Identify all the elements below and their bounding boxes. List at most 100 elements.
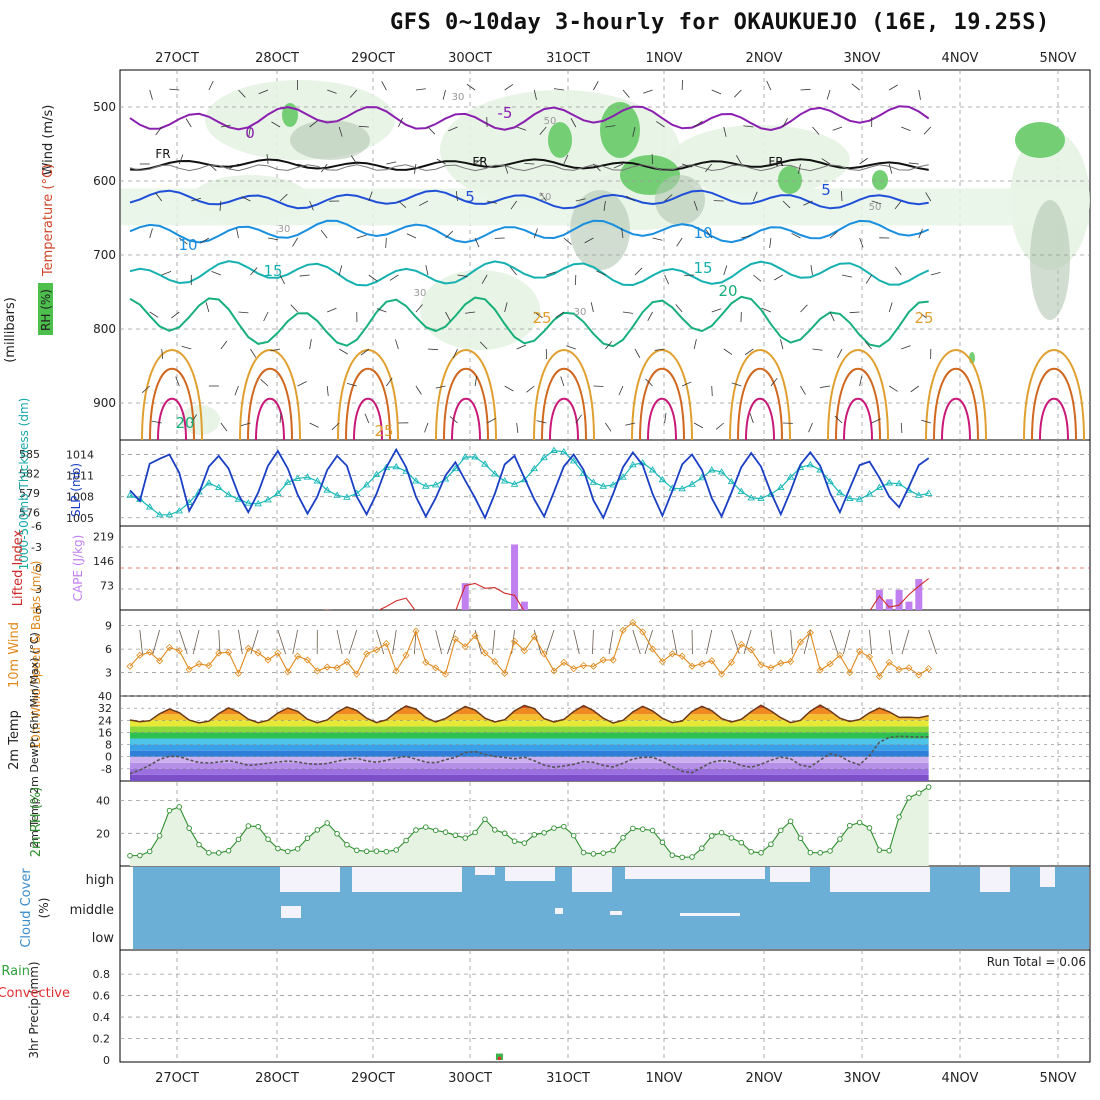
thickness-marker bbox=[727, 477, 736, 485]
wind-barb-10m bbox=[336, 629, 343, 655]
wind-barb bbox=[632, 126, 636, 137]
wind-speed-marker bbox=[826, 660, 834, 668]
rh-line bbox=[129, 786, 929, 858]
wind-barb bbox=[338, 126, 343, 137]
wind-barb bbox=[427, 126, 436, 135]
wind-barb bbox=[840, 190, 843, 202]
cloud-row-label: low bbox=[92, 931, 115, 946]
wind-barb bbox=[675, 304, 683, 313]
rh-legend-swatch bbox=[38, 283, 53, 335]
rh-marker bbox=[817, 850, 823, 856]
wind-barb bbox=[743, 125, 754, 128]
temp-band bbox=[130, 756, 929, 763]
rh-marker bbox=[630, 825, 636, 832]
wind-barb-10m bbox=[238, 629, 243, 655]
rh-marker bbox=[728, 835, 735, 841]
thickness-marker bbox=[214, 483, 223, 490]
li-tick-label: 3 bbox=[35, 583, 42, 596]
boundary-layer-contour bbox=[639, 367, 685, 441]
dewpoint-line bbox=[129, 735, 929, 775]
wind-barb-10m bbox=[888, 629, 893, 655]
wind-barb bbox=[368, 191, 373, 202]
x-tick-label-top: 2NOV bbox=[746, 51, 783, 66]
thickness-marker bbox=[776, 483, 785, 490]
wind-barb bbox=[711, 385, 713, 397]
wind-barb bbox=[810, 265, 813, 276]
wind-speed-marker bbox=[579, 661, 588, 670]
precip-convective-label: Convective bbox=[0, 986, 70, 1001]
wind-barb bbox=[349, 89, 358, 98]
wind-barb bbox=[735, 155, 742, 165]
isotherm-20 bbox=[129, 295, 929, 348]
boundary-layer-contour bbox=[843, 397, 873, 441]
wind-barb bbox=[901, 345, 911, 350]
wind-barb bbox=[427, 348, 438, 351]
temp-tick-label: -8 bbox=[101, 763, 112, 776]
wind-barb bbox=[415, 385, 422, 395]
contour-label: -5 bbox=[498, 104, 513, 122]
wind-barb bbox=[504, 302, 508, 313]
pressure-axis-label-spaced: (millibars) bbox=[55, 329, 56, 330]
panel-frame-wind bbox=[119, 609, 1091, 697]
wind-barb bbox=[466, 83, 476, 91]
wind-speed-marker bbox=[718, 670, 726, 678]
wind-barb-10m bbox=[743, 629, 752, 655]
rh-marker bbox=[649, 827, 656, 834]
wind-barb bbox=[664, 413, 667, 424]
thickness-marker bbox=[530, 464, 539, 472]
wind-barb bbox=[279, 274, 285, 285]
contour-label: 0 bbox=[245, 124, 255, 142]
wind-barb bbox=[584, 237, 594, 244]
rh-tick-label: 40 bbox=[96, 795, 110, 808]
thickness-marker bbox=[609, 481, 617, 488]
wind-barb bbox=[297, 163, 308, 167]
wind-barb bbox=[803, 200, 813, 206]
x-tick-label-top: 31OCT bbox=[546, 51, 590, 66]
rh-shade-high bbox=[872, 170, 888, 190]
thickness-marker bbox=[451, 464, 460, 472]
wind-speed-marker bbox=[639, 628, 647, 636]
boundary-layer-contour bbox=[353, 397, 383, 441]
thickness-marker bbox=[471, 453, 479, 460]
wind-speed-marker bbox=[905, 664, 913, 672]
wind-speed-marker bbox=[146, 648, 154, 656]
wind-barb-10m bbox=[829, 629, 839, 655]
li-tick-label: -3 bbox=[31, 541, 42, 554]
boundary-layer-contour bbox=[141, 349, 203, 441]
wind-barb bbox=[386, 377, 393, 387]
wind-speed-marker bbox=[313, 667, 321, 675]
wind-speed-marker bbox=[372, 646, 381, 654]
wind-barb bbox=[626, 195, 636, 202]
rh-marker bbox=[146, 848, 153, 855]
wind-barb bbox=[397, 117, 403, 128]
wind-barb bbox=[398, 200, 407, 208]
wind-speed-marker bbox=[915, 671, 923, 679]
wind-barb bbox=[800, 88, 811, 91]
wind-barb bbox=[539, 126, 547, 135]
wind-barb bbox=[474, 376, 478, 387]
boundary-layer-contour bbox=[737, 367, 783, 441]
isotherm-10 bbox=[129, 219, 930, 244]
wind-speed-marker bbox=[629, 618, 637, 627]
wind-barb bbox=[546, 271, 556, 276]
isotherm-5 bbox=[129, 189, 929, 210]
wind-barb bbox=[445, 311, 451, 322]
wind-barb bbox=[205, 302, 210, 313]
thickness-marker bbox=[589, 478, 598, 485]
wind-barb bbox=[895, 266, 902, 276]
thickness-marker bbox=[155, 510, 164, 518]
thickness-marker bbox=[826, 477, 834, 485]
rh-marker bbox=[925, 784, 932, 790]
rh-marker bbox=[531, 832, 538, 838]
slp-tick-label: 1008 bbox=[66, 491, 94, 504]
wind-barb bbox=[533, 89, 537, 100]
rh-marker bbox=[876, 847, 883, 853]
wind-barb bbox=[279, 413, 282, 424]
wind-barb-10m bbox=[218, 629, 221, 655]
wind-barb bbox=[181, 345, 192, 350]
wind-barb bbox=[376, 308, 387, 313]
wind-barb bbox=[266, 154, 269, 165]
wind-barb bbox=[425, 265, 429, 276]
rh-marker bbox=[304, 835, 311, 841]
slp-tick-label: 1011 bbox=[66, 470, 94, 483]
